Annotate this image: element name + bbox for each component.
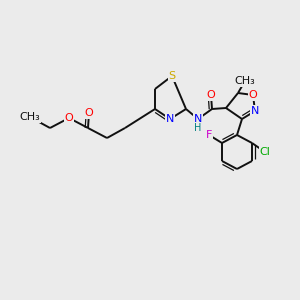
Text: O: O [249, 90, 257, 100]
Text: O: O [85, 108, 93, 118]
Text: O: O [64, 113, 74, 123]
Text: N: N [194, 114, 202, 124]
Text: S: S [168, 71, 175, 81]
Text: Cl: Cl [260, 147, 270, 157]
Text: O: O [207, 90, 215, 100]
Text: N: N [166, 114, 174, 124]
Text: H: H [194, 123, 202, 133]
Text: CH₃: CH₃ [235, 76, 255, 86]
Text: F: F [206, 130, 212, 140]
Text: N: N [251, 106, 259, 116]
Text: CH₃: CH₃ [20, 112, 40, 122]
